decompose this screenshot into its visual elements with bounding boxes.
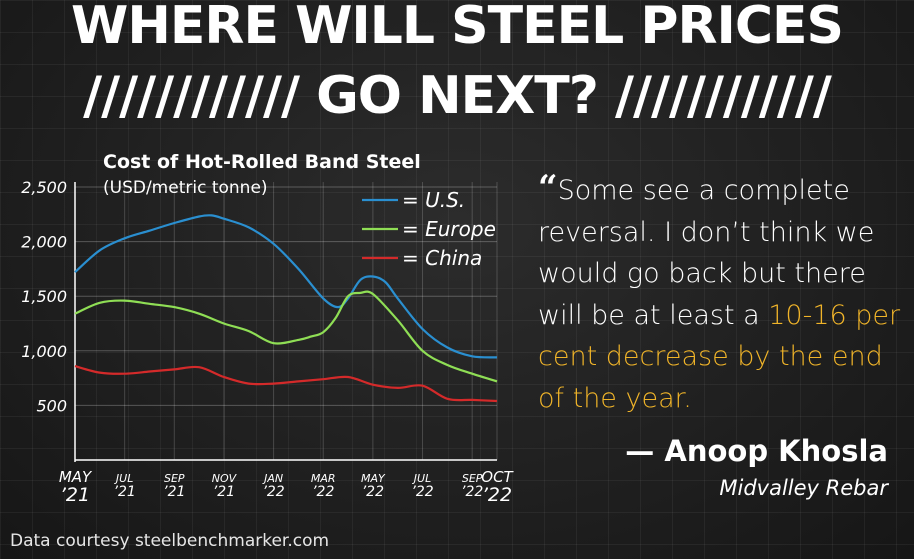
y-tick-label: 1,500 (21, 287, 67, 306)
headline-line-2: //////////// GO NEXT? //////////// (83, 66, 832, 126)
x-tick-year: ’21 (60, 484, 90, 506)
y-tick-label: 500 (36, 396, 67, 415)
x-tick-year: ’22 (262, 484, 284, 500)
x-tick-year: ’21 (213, 484, 235, 500)
legend-label-europe: = Europe (402, 217, 496, 241)
x-tick-year: ’22 (411, 484, 433, 500)
y-tick-label: 1,000 (21, 342, 67, 361)
y-axis-labels: 2,500 2,000 1,500 1,000 500 (21, 178, 67, 415)
x-tick-month: SEP (462, 472, 483, 485)
x-tick-year: ’21 (114, 484, 136, 500)
attribution-org: Midvalley Rebar (719, 476, 888, 500)
x-tick-month: MAY (361, 472, 386, 485)
legend-label-china: = China (402, 246, 482, 270)
x-tick-year: ’22 (312, 484, 334, 500)
quote-text: Some see a complete reversal. I don’t th… (538, 175, 875, 331)
y-tick-label: 2,000 (21, 233, 67, 252)
x-tick-year: ’21 (163, 484, 185, 500)
x-tick-month: JUL (412, 472, 431, 485)
quote-highlight: 10-16 per cent decrease by the end of th… (538, 299, 901, 414)
x-tick-month: OCT (481, 468, 514, 486)
quote-mark: “ (538, 168, 558, 208)
series-line-europe (74, 290, 498, 383)
x-tick-month: NOV (212, 472, 238, 485)
series-line-china (74, 365, 498, 403)
x-tick-month: SEP (164, 472, 185, 485)
x-tick-month: JUL (114, 472, 133, 485)
chart-axes (74, 182, 497, 462)
series-lines (74, 214, 498, 403)
x-tick-month: MAY (59, 468, 93, 486)
x-tick-year: ’22 (482, 484, 512, 506)
pull-quote: “Some see a complete reversal. I don’t t… (538, 168, 908, 419)
steel-price-line-chart: Cost of Hot-Rolled Band Steel (USD/metri… (21, 151, 515, 506)
legend-label-us: = U.S. (402, 188, 465, 212)
x-axis-labels: MAY’21JUL’21SEP’21NOV’21JAN’22MAR’22MAY’… (59, 468, 515, 506)
chart-title: Cost of Hot-Rolled Band Steel (103, 151, 421, 173)
x-tick-year: ’22 (461, 484, 483, 500)
series-line-us (74, 214, 498, 359)
attribution-name: — Anoop Khosla (625, 434, 888, 468)
headline-line-1: WHERE WILL STEEL PRICES (71, 0, 844, 56)
chart-subtitle: (USD/metric tonne) (103, 178, 268, 198)
x-tick-month: MAR (311, 472, 336, 485)
y-tick-label: 2,500 (21, 178, 67, 197)
chart-legend: = U.S. = Europe = China (362, 188, 496, 270)
x-tick-month: JAN (262, 472, 283, 485)
data-source-credit: Data courtesy steelbenchmarker.com (10, 531, 330, 551)
x-tick-year: ’22 (362, 484, 384, 500)
